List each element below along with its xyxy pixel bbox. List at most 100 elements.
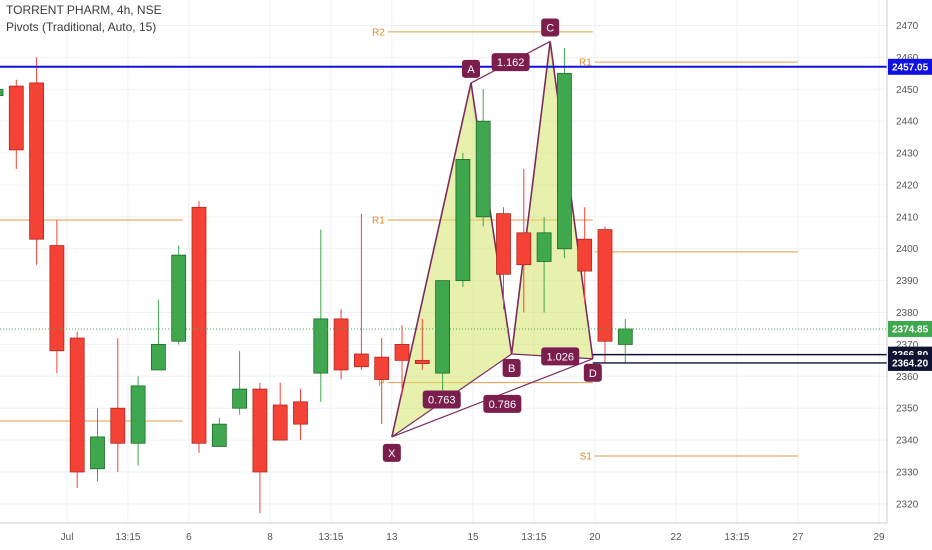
price-tick-label: 2410 xyxy=(896,212,919,223)
price-tick-label: 2360 xyxy=(896,372,919,383)
price-tag-label: 2457.05 xyxy=(892,62,929,73)
indicator-title: Pivots (Traditional, Auto, 15) xyxy=(6,20,157,34)
time-tick-label: Jul xyxy=(61,532,74,543)
point-label-box xyxy=(541,18,560,37)
candle-bull xyxy=(313,318,329,374)
point-label: A xyxy=(467,64,475,76)
price-tick-label: 2330 xyxy=(896,467,919,478)
pattern-labels: X A B C D 1.162 0.763 0.786 1.026 xyxy=(382,18,602,462)
candle-bear xyxy=(293,401,308,425)
time-tick-label: 29 xyxy=(873,532,885,543)
ratio-label-box xyxy=(541,347,580,366)
pivot-label: R1 xyxy=(372,216,385,227)
price-tick-label: 2470 xyxy=(896,21,919,32)
leg-xa xyxy=(391,82,472,438)
candle-bull xyxy=(150,344,166,371)
price-tick-label: 2450 xyxy=(896,85,919,96)
ratio-label: 0.786 xyxy=(489,399,517,411)
candle-bear xyxy=(110,407,126,444)
candle-bull xyxy=(232,388,248,409)
candle-bull xyxy=(617,328,633,345)
time-tick-label: 13:15 xyxy=(115,532,140,543)
candle-bear xyxy=(353,353,369,368)
time-axis[interactable]: Jul 13:15 6 8 13:15 13 15 13:15 20 22 13:15 27 29 xyxy=(0,522,887,543)
candle-bear xyxy=(394,344,410,361)
pivot-label: R1 xyxy=(579,58,592,69)
time-tick-label: 27 xyxy=(792,532,804,543)
candle-bull xyxy=(536,232,552,262)
candle-bear xyxy=(191,206,207,444)
candle-bull xyxy=(435,280,451,374)
price-tick-label: 2370 xyxy=(896,340,919,351)
pattern-triangle-xab xyxy=(391,82,512,437)
overlay-lines xyxy=(0,65,887,364)
pivot-label: S1 xyxy=(580,452,593,463)
candle-bull xyxy=(130,385,146,444)
point-label: D xyxy=(589,368,597,380)
leg-bc xyxy=(510,41,551,355)
pivot-label: R2 xyxy=(372,27,385,38)
candle-bull xyxy=(475,120,491,218)
time-tick-label: 15 xyxy=(467,532,479,543)
candle-bear xyxy=(597,229,613,342)
candle-bull xyxy=(0,88,4,97)
price-tick-label: 2350 xyxy=(896,404,919,415)
time-tick-label: 13:15 xyxy=(724,532,749,543)
pivot-lines: R2R1R1PPS1 xyxy=(0,27,798,463)
candle-bull xyxy=(90,436,105,470)
price-tick-label: 2460 xyxy=(896,53,919,64)
price-tag-label: 2374.85 xyxy=(892,324,929,335)
point-label: X xyxy=(388,448,396,460)
candle-bear xyxy=(8,85,24,151)
point-label-box xyxy=(462,59,481,78)
ratio-label-box xyxy=(422,390,461,409)
time-tick-label: 8 xyxy=(267,532,273,543)
price-tag-label: 2364.20 xyxy=(892,358,929,369)
time-tick-label: 13:15 xyxy=(318,532,343,543)
price-tick-label: 2430 xyxy=(896,149,919,160)
point-label-box xyxy=(502,358,521,377)
time-tick-label: 13:15 xyxy=(521,532,546,543)
time-tick-label: 22 xyxy=(670,532,682,543)
price-tick-label: 2320 xyxy=(896,499,919,510)
price-tick-label: 2340 xyxy=(896,436,919,447)
pattern-triangle-bcd xyxy=(511,41,593,359)
candle-bull xyxy=(171,254,187,342)
candle-bear xyxy=(69,337,85,473)
candle-bear xyxy=(496,213,511,275)
candle-bull xyxy=(455,159,471,282)
symbol-title: TORRENT PHARM, 4h, NSE xyxy=(6,3,162,17)
candle-bull xyxy=(557,72,572,250)
price-axis[interactable]: 2320 2330 2340 2350 2360 2370 2380 2390 2400 2410… xyxy=(886,0,932,523)
point-label: B xyxy=(508,363,515,375)
time-tick-label: 13 xyxy=(386,532,398,543)
candle-bear xyxy=(516,232,532,266)
ratio-label: 0.763 xyxy=(428,394,456,406)
price-tick-label: 2380 xyxy=(896,308,919,319)
price-tick-label: 2440 xyxy=(896,117,919,128)
candle-bear xyxy=(333,318,349,371)
price-tick-label: 2390 xyxy=(896,276,919,287)
ratio-label: 1.162 xyxy=(497,57,525,69)
candle-bear xyxy=(577,238,593,272)
candle-bear xyxy=(374,356,390,380)
price-tag-box xyxy=(888,320,932,337)
candle-bear xyxy=(414,359,430,364)
price-tag-box xyxy=(888,58,932,75)
candle-bear xyxy=(29,82,45,240)
price-tag-box xyxy=(888,354,932,371)
ratio-label-box xyxy=(491,53,530,72)
time-tick-label: 6 xyxy=(186,532,192,543)
grid-lines xyxy=(0,0,887,523)
point-label-box xyxy=(382,443,401,462)
candle-bear xyxy=(272,404,288,441)
point-label-box xyxy=(583,363,602,382)
ratio-label: 1.026 xyxy=(546,351,574,363)
candlesticks xyxy=(0,47,633,514)
time-tick-label: 20 xyxy=(589,532,601,543)
candle-bear xyxy=(252,388,268,473)
price-tick-label: 2400 xyxy=(896,244,919,255)
candle-bull xyxy=(211,423,227,447)
price-tick-label: 2420 xyxy=(896,180,919,191)
